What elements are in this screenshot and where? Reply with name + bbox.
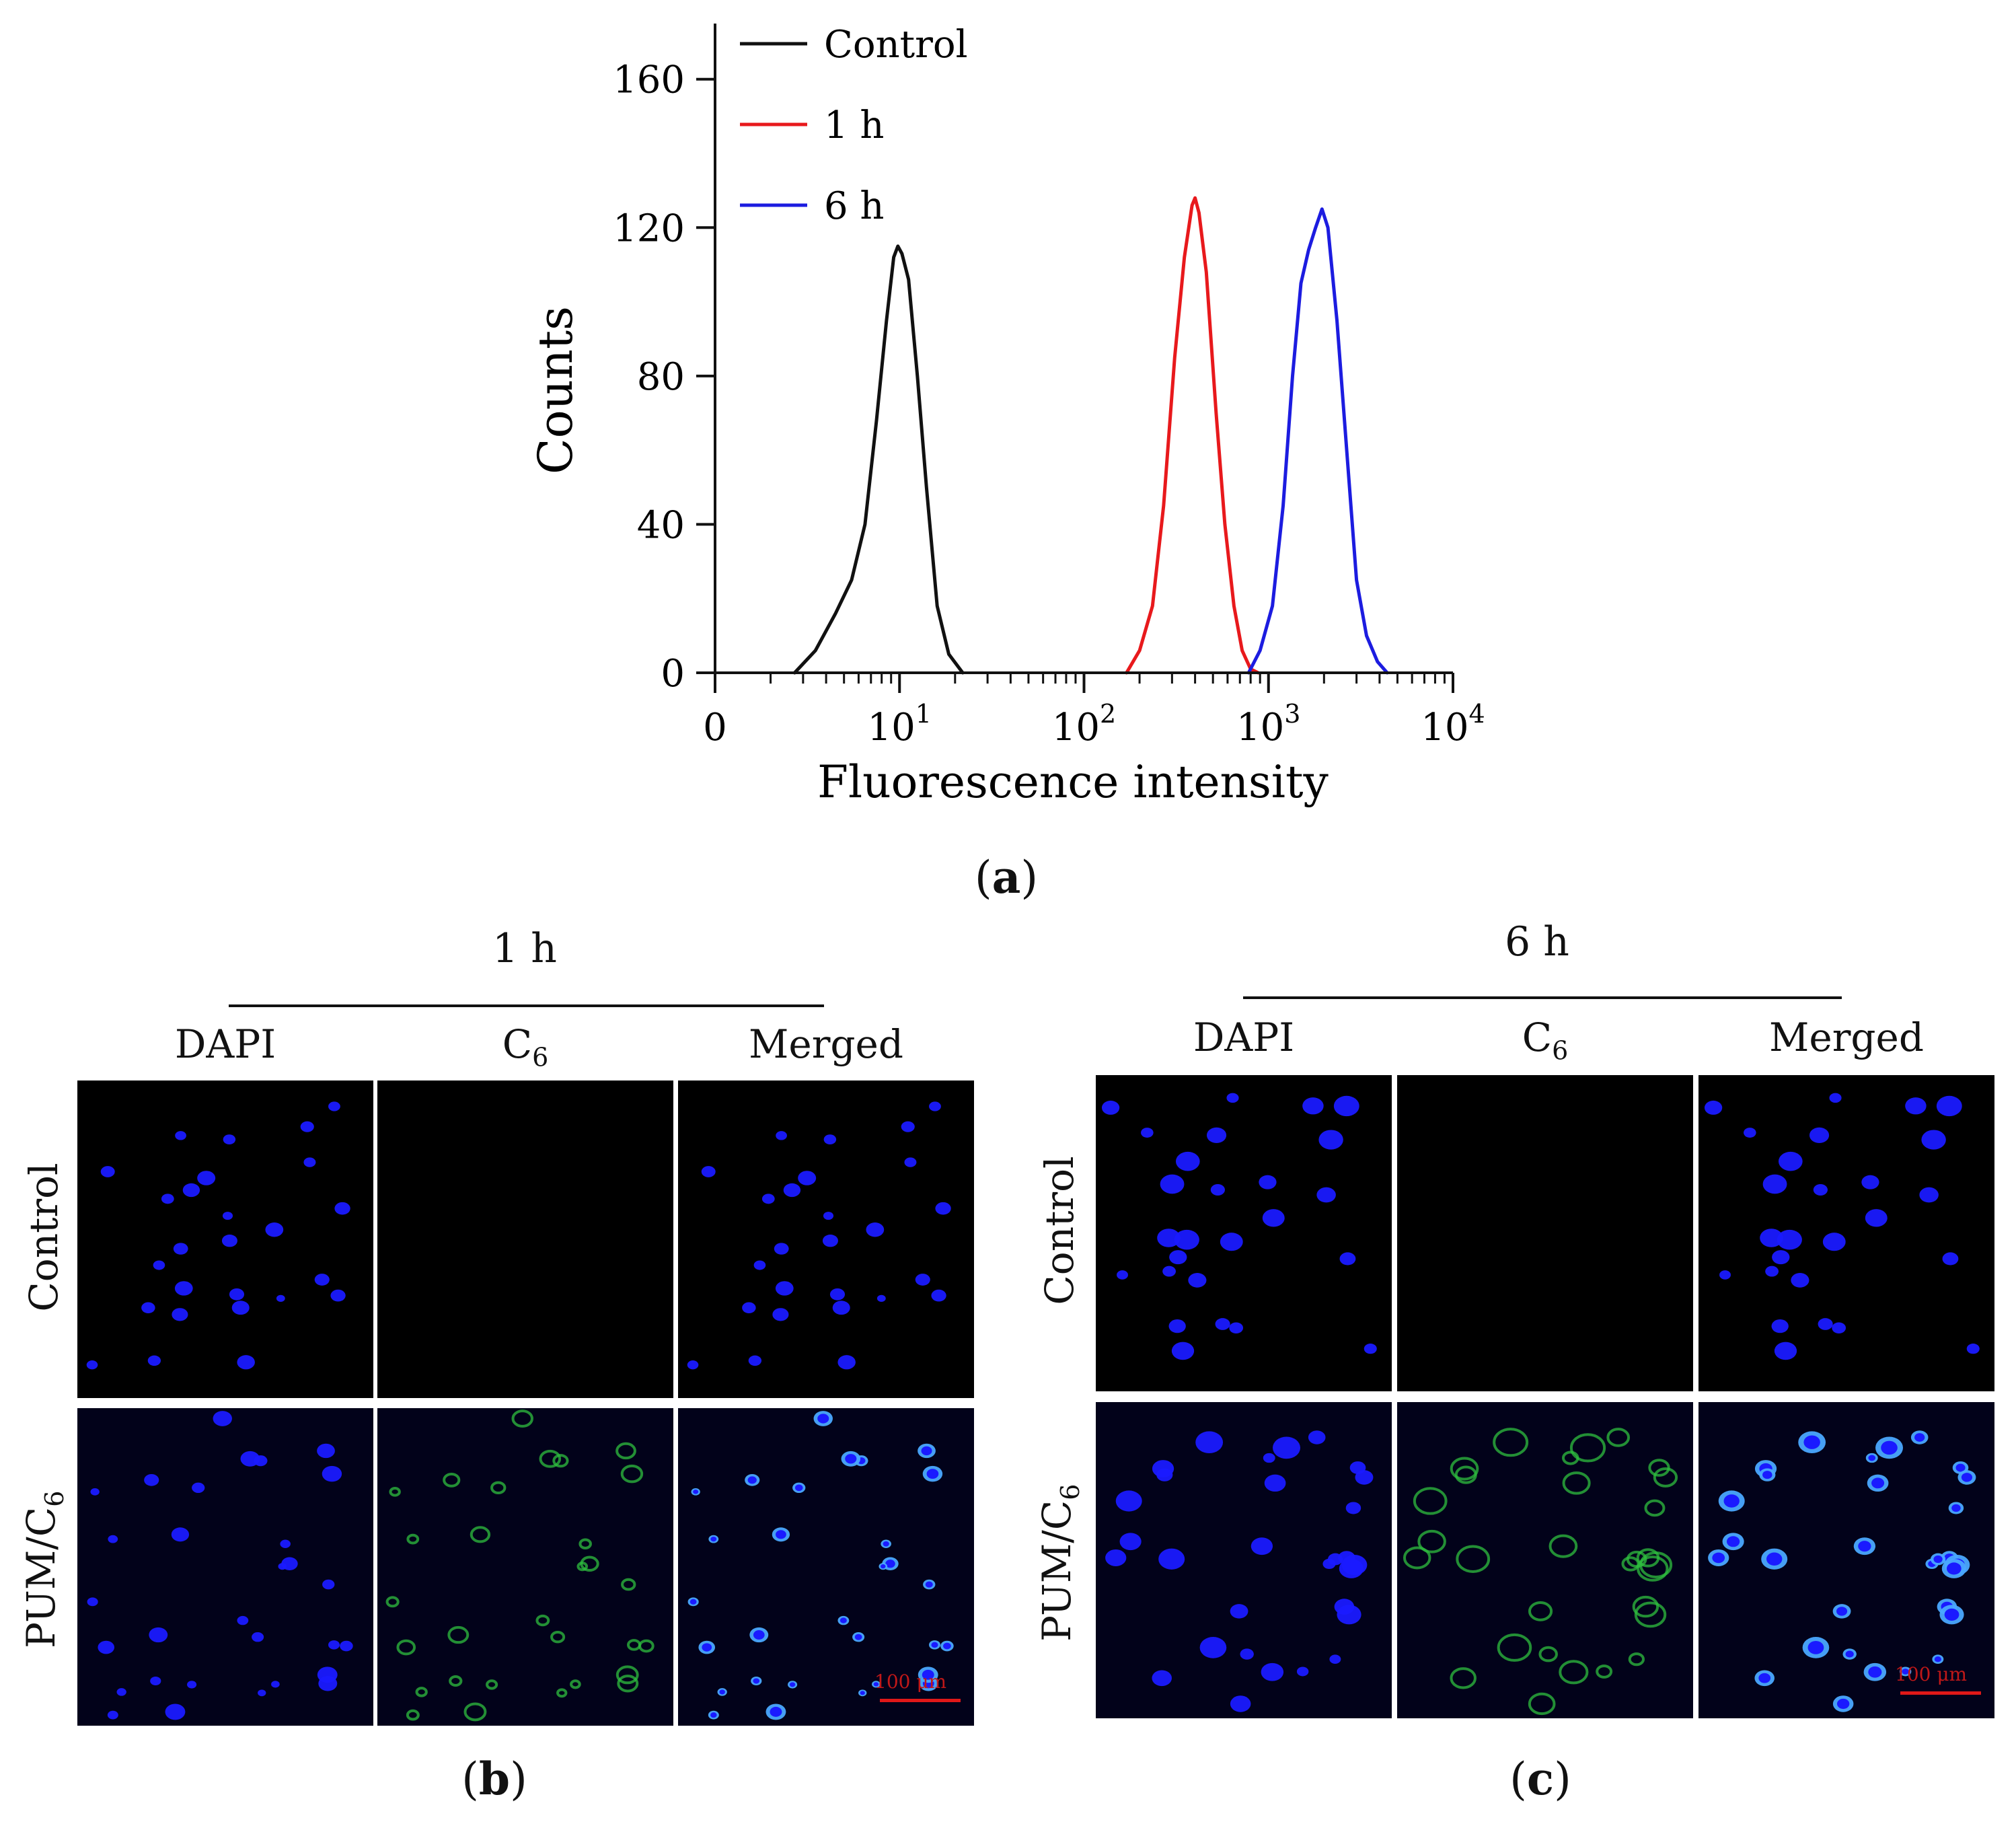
- panel-c-title: 6 h: [1505, 918, 1569, 965]
- micrograph-image: [1105, 1430, 1374, 1712]
- micrograph-control-c6: [1397, 1075, 1693, 1391]
- chart-legend: Control 1 h 6 h: [740, 23, 968, 228]
- chart-axes: 0 40 80 120 160 0 101 102 103 104: [613, 24, 1485, 749]
- column-label-1: DAPI: [1193, 1015, 1295, 1060]
- series-line-1: [792, 244, 965, 675]
- y-tick-label: 0: [661, 652, 685, 696]
- micrograph-pum-c6-dapi: [1096, 1402, 1392, 1718]
- scale-bar-label: 100 μm: [1895, 1663, 1968, 1685]
- micrograph-image: [1403, 1428, 1678, 1716]
- micrograph-image: [87, 1411, 353, 1720]
- x-tick-label: 104: [1421, 699, 1485, 749]
- y-tick-label: 40: [637, 503, 685, 547]
- series-line-2: [1125, 196, 1260, 675]
- row-label-1: Control: [21, 1163, 67, 1312]
- fluorescence-histogram: 0 40 80 120 160 0 101 102 103 104 Control 1 h 6 h C…: [528, 23, 1485, 808]
- y-tick-label: 160: [613, 59, 685, 102]
- micrograph-image: [1397, 1075, 1693, 1391]
- x-axis-label: Fluorescence intensity: [817, 756, 1329, 808]
- micrograph-pum-c6-merged: [678, 1408, 974, 1726]
- micrograph-image: [1101, 1093, 1377, 1360]
- micrograph-image: [86, 1101, 350, 1370]
- panel-label-b: (b): [461, 1753, 527, 1805]
- x-tick-label: 103: [1236, 699, 1300, 749]
- legend-label-2: 1 h: [824, 104, 885, 147]
- panel-c-rule: [1243, 996, 1842, 999]
- legend-label-1: Control: [824, 23, 968, 67]
- micrograph-image: [385, 1409, 655, 1722]
- column-label-2: C6: [1522, 1015, 1569, 1066]
- scale-bar: [1900, 1691, 1981, 1695]
- panel-label-a: (a): [974, 851, 1039, 904]
- micrograph-image: [687, 1101, 951, 1370]
- micrograph-control-merged: [678, 1080, 974, 1398]
- micrograph-control-dapi: [77, 1080, 373, 1398]
- series-line-3: [1246, 207, 1389, 675]
- column-label-2: C6: [502, 1021, 549, 1072]
- row-label-2: PUM/C6: [1034, 1483, 1085, 1642]
- scale-bar-label: 100 μm: [874, 1671, 947, 1693]
- panel-label-c: (c): [1509, 1753, 1571, 1805]
- micrograph-image: [1708, 1430, 1976, 1712]
- y-tick-label: 80: [637, 355, 685, 399]
- column-label-3: Merged: [1768, 1015, 1925, 1060]
- micrograph-control-merged: [1698, 1075, 1994, 1391]
- y-axis-label: Counts: [528, 306, 583, 474]
- micrograph-control-dapi: [1096, 1075, 1392, 1391]
- scale-bar: [880, 1699, 961, 1702]
- x-tick-label: 102: [1052, 699, 1116, 749]
- x-tick-label: 0: [703, 706, 727, 749]
- chart-series: [715, 196, 1453, 675]
- micrograph-image: [377, 1080, 673, 1398]
- micrograph-image: [687, 1411, 954, 1720]
- micrograph-image: [1704, 1093, 1980, 1360]
- legend-label-3: 6 h: [824, 184, 885, 228]
- panel-b-title: 1 h: [492, 925, 557, 972]
- micrograph-pum-c6-dapi: [77, 1408, 373, 1726]
- row-label-2: PUM/C6: [18, 1490, 69, 1648]
- micrograph-pum-c6-c6: [377, 1408, 673, 1726]
- column-label-3: Merged: [748, 1021, 904, 1067]
- micrograph-pum-c6-c6: [1397, 1402, 1693, 1718]
- micrograph-pum-c6-merged: [1698, 1402, 1994, 1718]
- micrograph-control-c6: [377, 1080, 673, 1398]
- row-label-1: Control: [1037, 1156, 1082, 1305]
- panel-b-rule: [229, 1004, 824, 1007]
- column-label-1: DAPI: [174, 1021, 276, 1067]
- y-tick-label: 120: [613, 207, 685, 250]
- x-tick-label: 101: [868, 699, 932, 749]
